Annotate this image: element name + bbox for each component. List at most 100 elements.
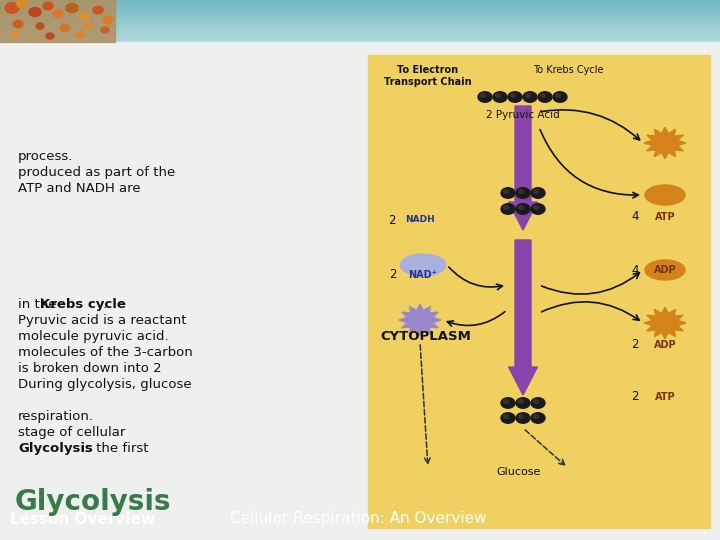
Bar (0, 19, 720, 20)
Polygon shape (508, 106, 537, 230)
Circle shape (523, 92, 537, 102)
Text: process.: process. (18, 150, 73, 163)
Circle shape (516, 413, 530, 423)
Circle shape (516, 188, 530, 198)
Polygon shape (644, 127, 686, 159)
Bar (0, 12, 720, 13)
Circle shape (518, 206, 523, 210)
Circle shape (526, 94, 531, 97)
Bar (0, 6, 720, 7)
Bar (0, 7, 720, 8)
Circle shape (53, 10, 63, 18)
Bar (0, 15, 720, 16)
Text: produced as part of the: produced as part of the (18, 166, 175, 179)
Text: Glycolysis: Glycolysis (15, 488, 171, 516)
Circle shape (43, 2, 53, 10)
Circle shape (503, 400, 508, 403)
Text: ATP and NADH are: ATP and NADH are (18, 182, 140, 195)
Circle shape (531, 413, 545, 423)
Circle shape (516, 204, 530, 214)
Text: ATP: ATP (654, 212, 675, 222)
Text: molecules of the 3-carbon: molecules of the 3-carbon (18, 346, 193, 359)
Ellipse shape (645, 260, 685, 280)
Text: Glycolysis: Glycolysis (18, 442, 93, 455)
Bar (0, 1, 720, 2)
Bar (0, 3, 720, 4)
Circle shape (503, 190, 508, 193)
Bar (0, 39, 720, 40)
Circle shape (531, 204, 545, 214)
Text: is the first: is the first (77, 442, 148, 455)
Text: stage of cellular: stage of cellular (18, 426, 125, 439)
Text: 4: 4 (631, 211, 639, 224)
Circle shape (518, 415, 523, 419)
Text: CYTOPLASM: CYTOPLASM (380, 330, 471, 343)
Polygon shape (644, 307, 686, 339)
Bar (0, 26, 720, 27)
Text: 2: 2 (631, 339, 639, 352)
Circle shape (556, 94, 560, 97)
Circle shape (553, 92, 567, 102)
Circle shape (518, 400, 523, 403)
Bar (0, 23, 720, 24)
Text: in the: in the (18, 298, 60, 311)
Text: Pyruvic acid is a reactant: Pyruvic acid is a reactant (18, 314, 186, 327)
Bar (0, 28, 720, 29)
Circle shape (501, 398, 515, 408)
Circle shape (5, 3, 19, 14)
Bar (0, 30, 720, 31)
Circle shape (76, 32, 84, 38)
Circle shape (29, 8, 41, 17)
Bar (0, 33, 720, 34)
Bar (0, 4, 720, 5)
Bar (0, 29, 720, 30)
Bar (0, 35, 720, 36)
Text: 2 Pyruvic Acid: 2 Pyruvic Acid (486, 110, 560, 120)
Text: 2: 2 (631, 390, 639, 403)
Bar (0, 11, 720, 12)
Bar (0, 8, 720, 9)
Text: Glucose: Glucose (497, 467, 541, 477)
Bar (0, 37, 720, 38)
Bar (0, 31, 720, 32)
Polygon shape (399, 304, 441, 336)
Text: During glycolysis, glucose: During glycolysis, glucose (18, 378, 192, 391)
Text: NAD⁺: NAD⁺ (408, 270, 438, 280)
Circle shape (17, 0, 27, 8)
Circle shape (501, 204, 515, 214)
Circle shape (495, 94, 500, 97)
Bar (0, 14, 720, 15)
Bar (0, 34, 720, 35)
Bar (0, 21, 720, 22)
Bar (0, 9, 720, 10)
Bar (0, 5, 720, 6)
Text: is broken down into 2: is broken down into 2 (18, 362, 161, 375)
Bar (0, 18, 720, 19)
Text: Cellular Respiration: An Overview: Cellular Respiration: An Overview (230, 511, 487, 526)
Circle shape (60, 24, 70, 32)
Text: ATP: ATP (654, 392, 675, 402)
Bar (0, 0, 115, 42)
Text: NADH: NADH (405, 215, 435, 225)
Circle shape (493, 92, 507, 102)
Circle shape (66, 3, 78, 12)
Circle shape (534, 400, 539, 403)
Bar (0, 40, 720, 41)
Bar (0, 25, 720, 26)
Bar (0, 16, 720, 17)
Text: 2: 2 (388, 213, 396, 226)
Circle shape (46, 33, 54, 39)
Ellipse shape (400, 254, 446, 276)
Bar (0, 24, 720, 25)
Circle shape (478, 92, 492, 102)
Circle shape (503, 206, 508, 210)
Circle shape (531, 188, 545, 198)
Circle shape (503, 415, 508, 419)
Text: .: . (103, 298, 107, 311)
Circle shape (36, 23, 44, 29)
Ellipse shape (645, 185, 685, 205)
Text: ADP: ADP (654, 265, 676, 275)
Circle shape (516, 398, 530, 408)
Circle shape (80, 12, 90, 20)
Text: molecule pyruvic acid.: molecule pyruvic acid. (18, 330, 168, 343)
